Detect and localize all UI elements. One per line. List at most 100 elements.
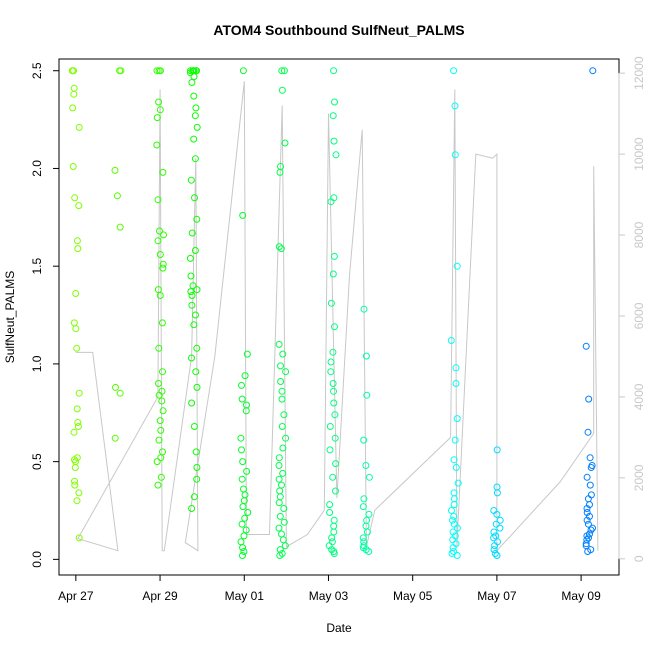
data-point <box>71 464 79 471</box>
data-point <box>280 67 288 75</box>
y2-tick-label: 0 <box>632 555 646 562</box>
y-tick-label: 2.5 <box>30 62 44 79</box>
data-point <box>239 211 247 219</box>
data-point <box>583 505 591 512</box>
y2-tick-label: 8000 <box>632 221 646 248</box>
y-tick-label: 1.0 <box>30 355 44 372</box>
data-point <box>239 552 246 559</box>
data-point <box>155 391 163 399</box>
data-point <box>238 520 246 528</box>
data-point <box>450 548 458 555</box>
data-point <box>362 352 370 360</box>
data-point <box>452 364 460 372</box>
data-point <box>159 260 167 268</box>
data-point <box>452 464 460 471</box>
data-point <box>327 368 335 376</box>
data-point <box>238 395 246 403</box>
data-point <box>582 342 590 350</box>
data-point <box>450 67 458 75</box>
data-point <box>280 505 288 512</box>
data-point <box>189 282 197 290</box>
data-point <box>327 358 335 366</box>
altitude-layer <box>75 81 599 552</box>
data-point <box>331 323 338 331</box>
data-point <box>159 168 167 176</box>
data-point <box>155 98 163 106</box>
data-point <box>282 434 290 442</box>
data-point <box>280 411 288 419</box>
data-point <box>330 550 338 557</box>
data-point <box>584 548 592 555</box>
data-point <box>240 548 248 555</box>
data-point <box>329 348 337 356</box>
data-point <box>193 286 201 294</box>
data-point <box>74 245 82 253</box>
data-point <box>155 67 163 75</box>
data-point <box>190 423 198 430</box>
data-point <box>490 534 498 542</box>
data-point <box>451 102 459 110</box>
data-point <box>491 550 499 557</box>
altitude-line <box>75 81 599 552</box>
x-axis-label: Date <box>326 621 352 635</box>
data-point <box>365 473 373 481</box>
data-point <box>75 489 83 497</box>
x-tick-label: Apr 27 <box>58 589 94 603</box>
data-point <box>583 516 591 524</box>
data-point <box>449 516 456 524</box>
data-point <box>363 528 371 536</box>
data-point <box>453 552 461 559</box>
data-point <box>71 194 79 202</box>
data-point <box>112 383 119 391</box>
data-point <box>450 512 458 520</box>
data-point <box>360 436 368 444</box>
data-point <box>493 510 501 518</box>
data-point <box>330 67 338 75</box>
data-point <box>188 399 196 407</box>
data-point <box>329 270 337 278</box>
data-point <box>587 464 595 471</box>
data-point <box>75 202 83 210</box>
data-point <box>279 536 287 544</box>
data-point <box>451 436 459 444</box>
data-point <box>496 516 504 524</box>
data-point <box>279 444 287 452</box>
data-point <box>243 467 251 475</box>
data-point <box>277 362 284 370</box>
data-point <box>330 528 338 536</box>
data-point <box>332 487 339 495</box>
data-point <box>75 123 83 131</box>
data-point <box>188 79 196 86</box>
data-point <box>158 319 166 327</box>
y-tick-label: 0.0 <box>30 551 44 568</box>
data-point <box>365 548 373 555</box>
data-point <box>239 503 247 511</box>
data-point <box>153 114 161 122</box>
data-point <box>188 292 196 299</box>
data-point <box>193 383 201 391</box>
data-point <box>360 495 368 503</box>
data-point <box>193 344 201 352</box>
data-point <box>276 552 284 559</box>
data-point <box>330 387 337 395</box>
data-point <box>280 518 288 526</box>
data-point <box>238 475 246 483</box>
data-point <box>359 534 367 542</box>
data-point <box>192 448 200 456</box>
data-point <box>73 344 81 352</box>
data-point <box>326 509 334 516</box>
data-point <box>493 489 501 497</box>
data-point <box>454 479 462 487</box>
data-point <box>73 405 81 413</box>
data-point <box>447 337 455 344</box>
y2-tick-label: 4000 <box>632 383 646 410</box>
x-axis: Apr 27 Apr 29 May 01 May 03 May 05 May 07 May … <box>58 574 601 603</box>
data-point <box>279 350 287 358</box>
y2-tick-label: 10000 <box>632 137 646 171</box>
data-point <box>69 67 76 75</box>
data-point <box>72 325 80 333</box>
data-point <box>450 501 458 509</box>
x-tick-label: May 07 <box>477 589 517 603</box>
